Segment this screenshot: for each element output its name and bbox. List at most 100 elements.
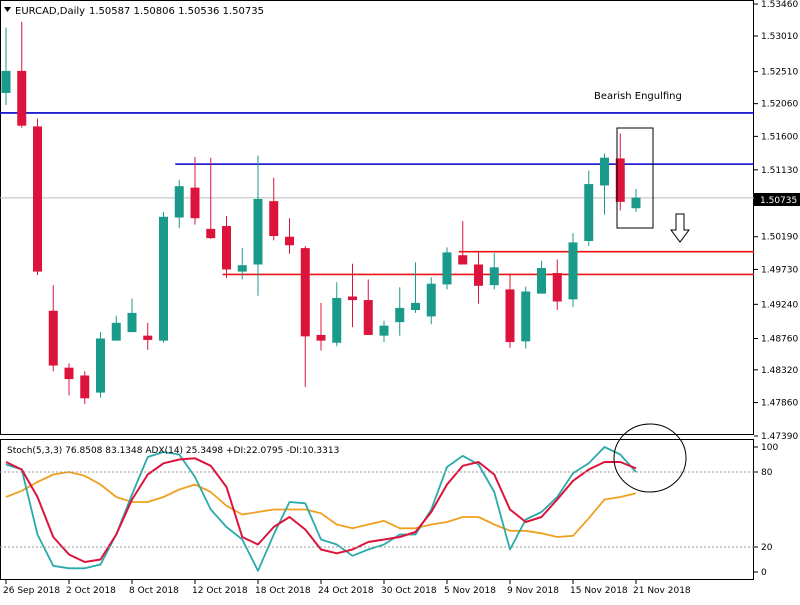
candle-body <box>316 334 326 341</box>
price-tick-label: 1.52510 <box>761 68 798 78</box>
indicator-highlight-circle <box>613 423 687 493</box>
candle <box>411 262 420 313</box>
candle-body <box>190 187 200 219</box>
pattern-annotation: Bearish Engulfing <box>594 91 682 102</box>
candle <box>285 218 294 254</box>
price-tick-label: 1.50190 <box>761 233 798 243</box>
candle-body <box>237 265 247 272</box>
candle-body <box>426 283 436 317</box>
indicator-lines <box>5 446 637 572</box>
pattern-box[interactable] <box>616 127 654 229</box>
candle <box>33 118 42 276</box>
candle-body <box>584 184 594 241</box>
candle-body <box>269 201 279 237</box>
candle <box>316 302 326 351</box>
candle <box>237 248 247 280</box>
candle <box>505 273 515 348</box>
current-price-label: 1.50735 <box>760 196 797 206</box>
candle-body <box>64 367 74 380</box>
candle <box>395 287 405 336</box>
candle <box>253 155 263 296</box>
candle <box>537 260 546 294</box>
candle-body <box>1 70 11 93</box>
candle <box>1 27 11 106</box>
price-tick-label: 1.52060 <box>761 100 798 110</box>
candle <box>458 221 468 265</box>
candle <box>174 179 184 229</box>
candle <box>206 157 216 239</box>
candle <box>631 189 641 212</box>
indicator-series-2 <box>5 471 637 538</box>
candle <box>17 21 27 128</box>
candlesticks <box>1 21 641 404</box>
indicator-tick-label: 20 <box>761 543 773 553</box>
price-tick-label: 1.48320 <box>761 366 798 376</box>
down-arrow-icon <box>670 213 690 243</box>
candle-body <box>80 375 90 399</box>
date-tick-label: 24 Oct 2018 <box>318 586 374 596</box>
symbol-dropdown-icon[interactable] <box>4 7 11 12</box>
candle-body <box>300 248 310 337</box>
candle-body <box>159 216 168 341</box>
candle-body <box>222 226 231 270</box>
candle <box>600 153 609 215</box>
candle <box>474 251 483 304</box>
indicator-pane-frame <box>0 439 754 580</box>
indicator-tick-label: 100 <box>761 443 778 453</box>
candle <box>615 133 625 211</box>
candle <box>96 332 105 398</box>
ohlc-values: 1.50587 1.50806 1.50536 1.50735 <box>89 6 264 17</box>
price-tick-label: 1.53460 <box>761 0 798 10</box>
candle <box>127 298 137 333</box>
candle <box>348 263 357 328</box>
candle <box>64 363 74 396</box>
candle <box>80 371 90 404</box>
candle-body <box>253 199 263 265</box>
date-tick-label: 9 Nov 2018 <box>507 586 559 596</box>
candle <box>300 245 310 387</box>
candle <box>379 320 389 343</box>
date-tick-label: 15 Nov 2018 <box>570 586 628 596</box>
main-pane-frame <box>0 0 754 435</box>
price-tick-label: 1.51600 <box>761 132 798 142</box>
candle-body <box>363 300 373 335</box>
candle-body <box>111 322 121 341</box>
candle-body <box>552 273 562 302</box>
candle-body <box>48 310 58 366</box>
candle <box>552 259 562 311</box>
date-tick-label: 5 Nov 2018 <box>444 586 496 596</box>
candle <box>332 282 342 347</box>
price-tick-label: 1.49240 <box>761 300 798 310</box>
candle-body <box>174 186 184 218</box>
indicator-axis: 100 80 20 0 <box>0 443 778 578</box>
price-tick-label: 1.51130 <box>761 166 798 176</box>
candle-body <box>474 264 483 286</box>
candle <box>489 253 499 290</box>
date-tick-label: 30 Oct 2018 <box>381 586 437 596</box>
indicator-series-0 <box>5 457 637 563</box>
price-tick-label: 1.53010 <box>761 32 798 42</box>
candle-body <box>631 197 641 209</box>
price-tick-label: 1.47860 <box>761 399 798 409</box>
candle <box>48 285 58 372</box>
candle-body <box>489 267 499 286</box>
candle-body <box>33 126 42 272</box>
candle-body <box>521 291 531 342</box>
date-axis: 26 Sep 2018 2 Oct 2018 8 Oct 2018 12 Oct 20… <box>3 579 691 596</box>
indicator-header: Stoch(5,3,3) 76.8508 83.1348 ADX(14) 25.… <box>7 446 339 456</box>
indicator-tick-label: 80 <box>761 468 773 478</box>
candle-body <box>537 268 546 294</box>
candle <box>269 177 279 241</box>
candle <box>111 315 121 341</box>
price-axis: 1.53460 1.53010 1.52510 1.52060 1.51600 1.511… <box>754 0 798 442</box>
price-tick-label: 1.48760 <box>761 334 798 344</box>
candle-body <box>332 297 342 343</box>
candle <box>363 279 373 335</box>
indicator-series-1 <box>5 446 637 572</box>
candle-body <box>568 242 578 300</box>
symbol-info: EURCAD,Daily <box>15 6 85 17</box>
candle-body <box>395 307 405 323</box>
candle <box>143 322 153 350</box>
